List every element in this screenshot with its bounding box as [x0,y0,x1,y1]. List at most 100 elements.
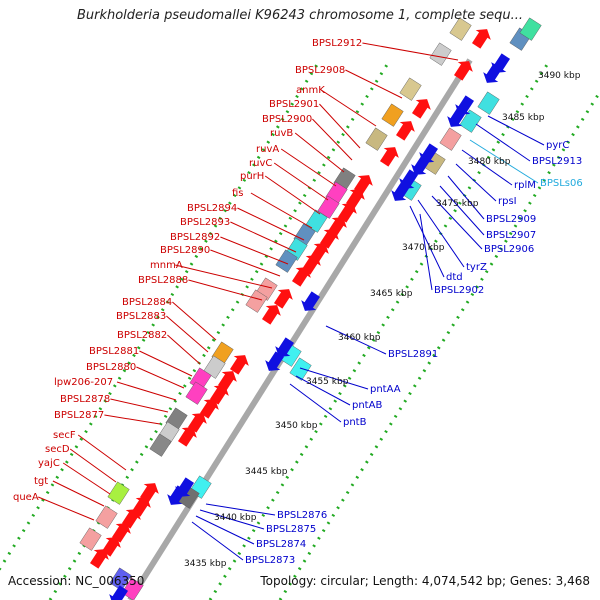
leader-line [38,496,95,521]
genome-summary-text: Topology: circular; Length: 4,074,542 bp… [260,574,590,588]
gene-arrow [491,53,511,73]
gene-label: ruvB [270,128,293,139]
leader-line [417,199,465,268]
leader-line [116,381,177,401]
leader-line [104,414,161,425]
gene-label: BPSL2908 [295,65,345,76]
scale-label: 3455 kbp [306,377,349,387]
gene-label: BPSL2892 [170,232,220,243]
gene-labels: BPSL2912 BPSL2908 anmK BPSL2901 BPSL2900 ruvB… [13,38,583,566]
label-leaders [38,42,545,561]
gene-block [439,127,462,151]
gene-label: BPSL2882 [117,330,167,341]
gene-arrow [101,537,121,557]
leader-line [320,89,377,127]
gene-label: pntAA [370,384,401,395]
gene-block [275,249,298,273]
gene-arrow [471,29,491,49]
leader-line [312,118,353,161]
gene-block [79,527,102,551]
leader-line [431,195,483,250]
leader-line [469,139,539,184]
gene-arrow [379,147,399,167]
leader-line [175,264,273,289]
leader-line [295,375,351,406]
leader-line [250,192,313,229]
gene-block [429,42,452,66]
leader-line [299,367,369,390]
scale-label: 3480 kbp [468,157,511,167]
gene-label: BPSL2878 [60,394,110,405]
gene-label: ruvC [249,158,272,169]
gene-label: ruvA [256,144,279,155]
gene-block [305,209,328,233]
gene-label: BPSL2877 [54,410,104,421]
gene-label: pntAB [352,400,382,411]
tick-track [48,59,392,600]
gene-label: lpw206-207 [54,377,113,388]
gene-label: fis [232,188,244,199]
leader-line [191,521,244,561]
gene-block [381,103,404,127]
leader-line [110,398,169,413]
gene-label: BPSL2890 [160,245,210,256]
gene-label: BPSL2875 [266,524,316,535]
gene-arrow [447,107,467,127]
gene-block [317,195,340,219]
leader-line [419,213,433,291]
scale-label: 3460 kbp [338,333,381,343]
gene-arrow [229,355,249,375]
leader-line [362,42,459,61]
gene-block [185,381,208,405]
scale-label: 3435 kbp [184,559,227,569]
gene-label: yajC [38,458,60,469]
gene-label: BPSL2900 [262,114,312,125]
scale-label: 3465 kbp [370,289,413,299]
gene-label: tyrZ [466,262,487,273]
gene-arrow [199,399,219,419]
gene-block [399,77,422,101]
gene-arrow [261,305,281,325]
leader-line [230,221,297,253]
leader-line [455,163,497,202]
leader-line [461,149,513,186]
leader-line [319,103,361,149]
leader-line [205,503,276,516]
leader-line [52,480,105,507]
gene-arrow [411,99,431,119]
gene-arrow [275,337,295,357]
gene-label: rpsI [498,196,517,207]
gene-label: BPSL2906 [484,244,534,255]
gene-label: dtd [446,272,463,283]
gene-label: BPSL2893 [180,217,230,228]
gene-arrow [395,121,415,141]
leader-line [166,315,209,353]
gene-arrow [391,181,411,201]
leader-line [289,383,342,423]
leader-line [136,366,185,389]
gene-block [365,127,388,151]
scale-labels: 3490 kbp 3485 kbp 3480 kbp 3475 kbp 3470 kbp… [184,71,581,569]
gene-label: BPSL2881 [89,346,139,357]
leader-line [188,279,263,301]
accession-text: Accession: NC_006350 [8,574,145,588]
leader-line [199,509,265,530]
gene-label: BPSL2883 [116,311,166,322]
gene-arrow [453,61,473,81]
gene-label: BPSL2888 [138,275,188,286]
gene-arrow [89,549,109,569]
leader-line [172,301,217,341]
gene-label: purH [240,171,264,182]
chromosome-backbone [127,58,473,600]
leader-line [62,462,111,495]
gene-label: queA [13,492,39,503]
gene-block [477,91,500,115]
tick-track [0,59,322,572]
gene-block [289,357,312,381]
leader-line [280,148,337,187]
gene-arrow [301,291,321,311]
gene-label: pyrC [546,140,569,151]
gene-label: tgt [34,476,48,487]
leader-line [237,207,305,241]
gene-block [109,567,132,591]
